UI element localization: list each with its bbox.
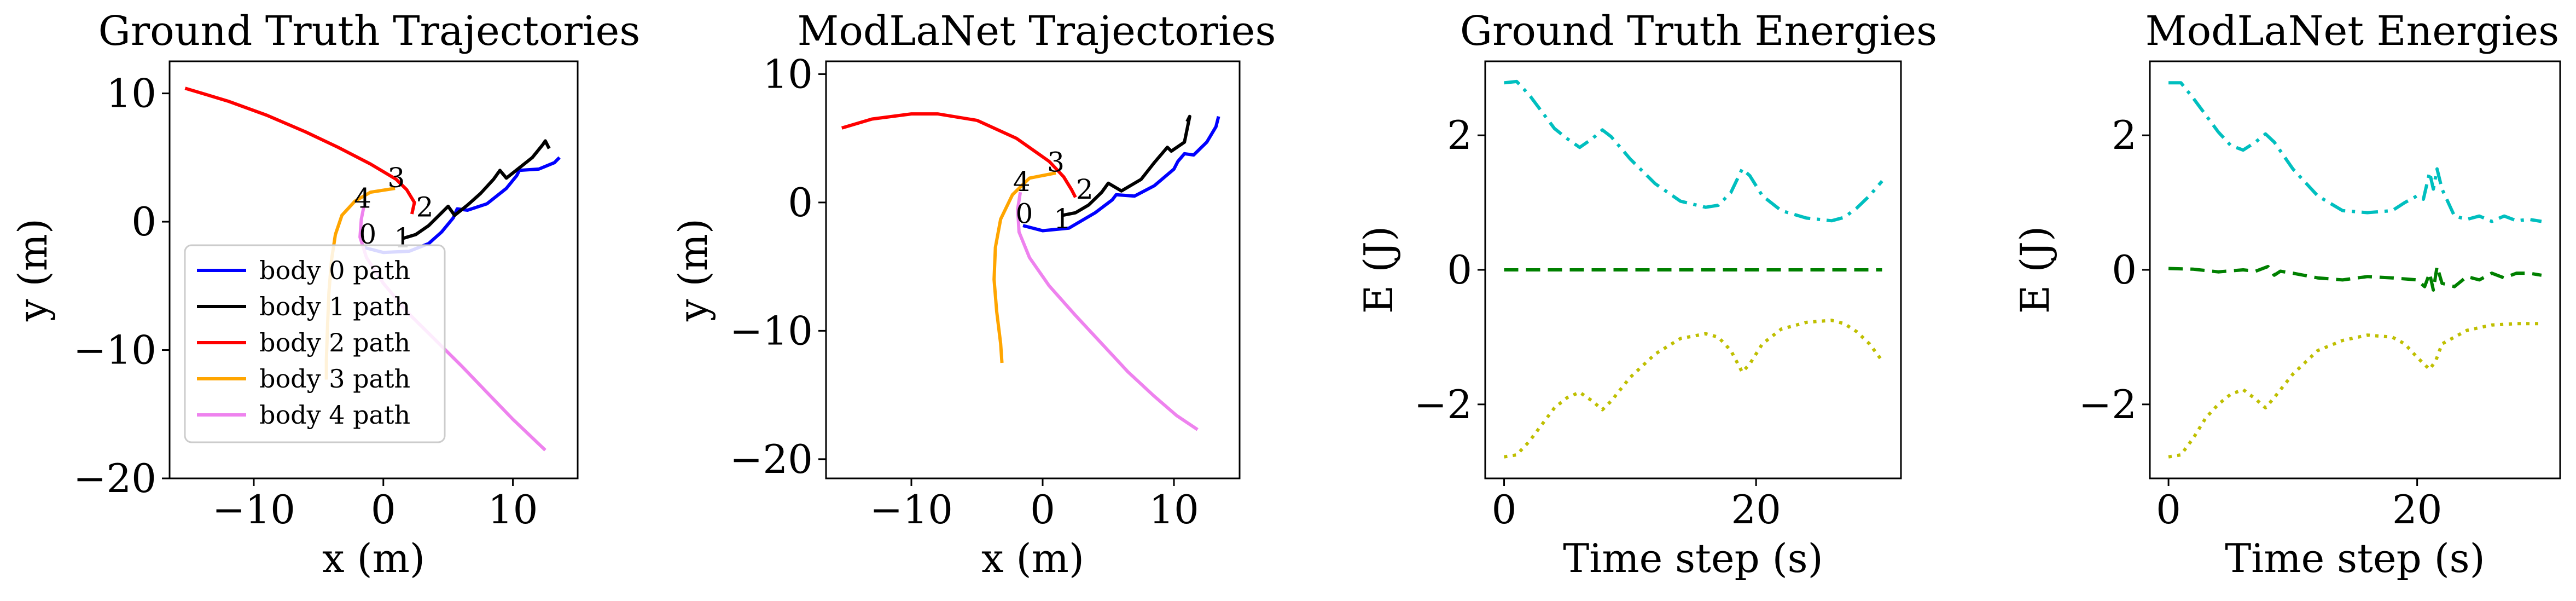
y-tick-label: 0 xyxy=(2112,247,2137,293)
x-axis-label: Time step (s) xyxy=(2225,535,2485,581)
x-axis-label: x (m) xyxy=(322,535,425,581)
y-tick-label: 2 xyxy=(1447,112,1472,158)
x-tick-label: 10 xyxy=(1149,487,1199,533)
x-tick-label: 20 xyxy=(2392,487,2443,533)
y-axis-label: E (J) xyxy=(2012,226,2058,314)
series-line-2 xyxy=(184,86,416,215)
x-tick-label: 0 xyxy=(1030,487,1055,533)
y-tick-label: 2 xyxy=(2112,112,2137,158)
y-tick-label: −2 xyxy=(1414,382,1472,427)
body-index-annotation: 4 xyxy=(354,182,371,214)
y-tick-label: −20 xyxy=(730,436,813,482)
y-axis-label: y (m) xyxy=(10,218,56,322)
series-line-3 xyxy=(992,171,1056,363)
y-tick-label: −20 xyxy=(73,455,156,501)
series-line-0 xyxy=(2168,81,2542,223)
body-index-annotation: 0 xyxy=(1015,198,1033,229)
y-tick-label: 0 xyxy=(788,180,813,226)
modlanet-energies-panel: ModLaNet Energies Time step (s) E (J) 0 2… xyxy=(2012,8,2561,581)
x-tick-label: −10 xyxy=(212,487,295,533)
axes-frame xyxy=(825,60,1241,479)
panel-title: ModLaNet Energies xyxy=(2145,8,2559,55)
x-tick-label: 0 xyxy=(1492,487,1517,533)
y-tick-label: −10 xyxy=(730,308,813,354)
series-line-1 xyxy=(2168,264,2542,292)
y-axis-label: y (m) xyxy=(670,218,716,322)
series-line-0 xyxy=(1504,79,1883,223)
x-tick-label: 20 xyxy=(1731,487,1781,533)
body-index-annotation: 2 xyxy=(1076,174,1094,205)
body-index-annotation: 1 xyxy=(1054,203,1071,235)
plot-area xyxy=(1504,79,1883,459)
legend-label: body 0 path xyxy=(259,256,410,285)
series-line-1 xyxy=(1062,114,1191,217)
series-line-2 xyxy=(1504,319,1883,459)
series-line-1 xyxy=(402,139,551,240)
legend-box xyxy=(184,244,446,443)
legend-label: body 4 path xyxy=(259,400,410,430)
series-line-4 xyxy=(1016,192,1199,431)
legend-label: body 2 path xyxy=(259,328,410,357)
x-tick-label: 10 xyxy=(488,487,538,533)
body-index-annotation: 2 xyxy=(416,192,434,223)
y-tick-label: 10 xyxy=(763,51,813,97)
x-tick-label: 0 xyxy=(371,487,396,533)
legend-label: body 3 path xyxy=(259,364,410,394)
series-line-2 xyxy=(2168,322,2542,459)
legend-label: body 1 path xyxy=(259,292,410,321)
y-tick-label: 0 xyxy=(131,199,156,245)
y-tick-label: 0 xyxy=(1447,247,1472,293)
x-axis-label: Time step (s) xyxy=(1563,535,1823,581)
series-line-2 xyxy=(841,112,1077,198)
y-axis-label: E (J) xyxy=(1356,226,1402,314)
axes-frame xyxy=(2149,60,2561,479)
body-index-annotation: 3 xyxy=(1047,147,1065,178)
y-tick-label: 10 xyxy=(106,71,156,117)
y-tick-label: −10 xyxy=(73,327,156,373)
body-index-annotation: 3 xyxy=(388,162,405,194)
panel-title: ModLaNet Trajectories xyxy=(798,8,1276,55)
body-index-annotation: 4 xyxy=(1013,166,1031,198)
ground-truth-energies-panel: Ground Truth Energies Time step (s) E (J… xyxy=(1356,8,1937,581)
x-axis-label: x (m) xyxy=(981,535,1084,581)
x-tick-label: −10 xyxy=(870,487,953,533)
plot-area xyxy=(2168,81,2542,459)
panel-title: Ground Truth Trajectories xyxy=(98,8,641,55)
y-tick-label: −2 xyxy=(2079,382,2137,427)
panel-title: Ground Truth Energies xyxy=(1460,8,1937,55)
axes-frame xyxy=(168,60,579,479)
series-line-0 xyxy=(1022,116,1220,233)
x-tick-label: 0 xyxy=(2156,487,2181,533)
